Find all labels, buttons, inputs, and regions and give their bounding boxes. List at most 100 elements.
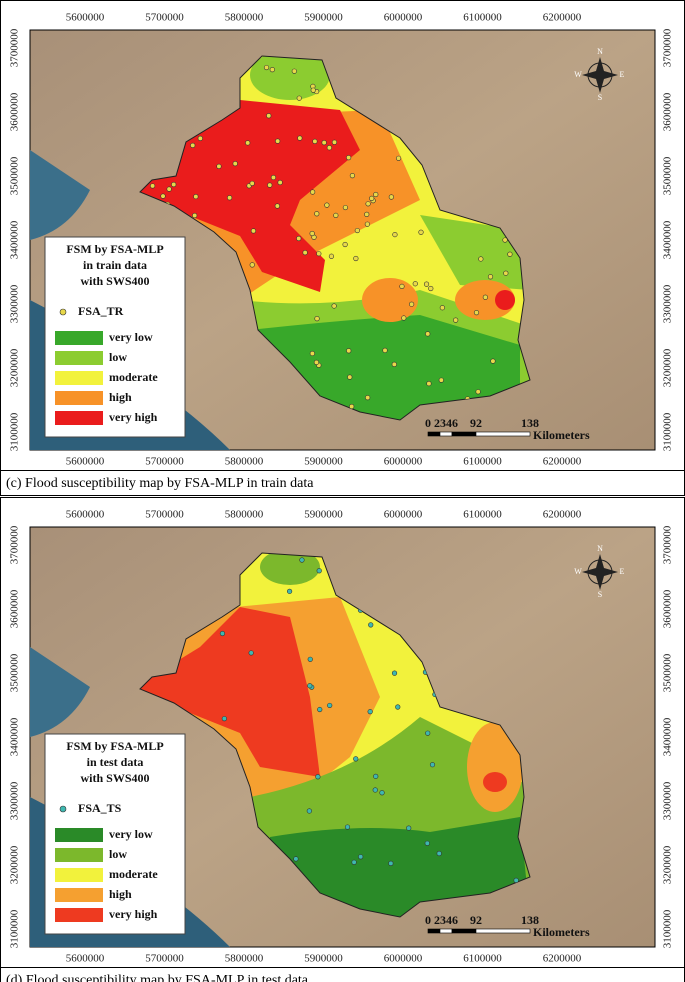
- x-tick-label: 6100000: [463, 12, 502, 24]
- north-arrow: N W E S: [574, 47, 624, 102]
- legend-label: very low: [109, 827, 153, 841]
- y-tick-label: 3100000: [662, 412, 674, 451]
- y-tick-label: 3100000: [9, 909, 21, 948]
- scale-label: 138: [521, 416, 539, 430]
- sample-point: [367, 709, 373, 715]
- x-tick-label: 5700000: [145, 509, 184, 521]
- zone: [420, 215, 530, 290]
- y-tick-label: 3400000: [662, 220, 674, 259]
- sample-point: [321, 140, 327, 146]
- sample-point: [296, 95, 302, 101]
- x-tick-label: 6200000: [543, 953, 582, 965]
- sample-point: [291, 68, 297, 74]
- sample-point: [395, 155, 402, 161]
- y-tick-label: 3200000: [9, 845, 21, 884]
- sample-point: [249, 262, 255, 268]
- legend-label: very low: [109, 330, 153, 344]
- compass-letter: E: [620, 567, 625, 576]
- sample-point: [473, 310, 480, 316]
- sample-point: [353, 756, 359, 762]
- sample-point: [353, 255, 359, 262]
- y-tick-label: 3500000: [662, 653, 674, 692]
- legend-swatch: [55, 331, 103, 345]
- sample-point: [333, 212, 339, 219]
- region-outline: [139, 55, 531, 421]
- sample-point: [475, 389, 481, 395]
- y-tick-label: 3600000: [662, 589, 674, 628]
- sample-point: [197, 135, 203, 141]
- x-tick-label: 5800000: [225, 953, 264, 965]
- legend-label: high: [109, 390, 132, 404]
- scale-unit: Kilometers: [533, 925, 590, 939]
- compass-star: [582, 57, 618, 93]
- region-outline: [139, 552, 531, 918]
- sample-point: [426, 380, 432, 387]
- sample-point: [309, 230, 315, 237]
- sample-point: [250, 228, 257, 234]
- sample-point: [412, 281, 418, 287]
- scale-label: 0: [425, 416, 431, 430]
- sample-point: [342, 204, 349, 211]
- scale-bar-segment: [475, 928, 531, 934]
- sample-point: [309, 350, 315, 357]
- sample-point: [368, 622, 374, 628]
- caption-box: [0, 470, 685, 496]
- sample-point: [245, 140, 251, 146]
- sample-point: [365, 395, 371, 401]
- sample-point: [331, 139, 338, 145]
- x-tick-label: 5700000: [145, 456, 184, 468]
- sample-point: [299, 557, 305, 563]
- y-tick-label: 3100000: [662, 909, 674, 948]
- legend-point-label: FSA_TS: [78, 801, 122, 815]
- legend-title: in test data: [87, 755, 144, 769]
- x-tick-label: 6100000: [463, 509, 502, 521]
- compass-letter: E: [620, 70, 625, 79]
- sample-point: [232, 161, 238, 167]
- sample-point: [507, 251, 513, 257]
- sample-point: [379, 790, 385, 796]
- sample-point: [487, 274, 494, 280]
- y-tick-label: 3700000: [662, 525, 674, 564]
- sample-point: [293, 856, 299, 862]
- legend-point-label: FSA_TR: [78, 304, 124, 318]
- sample-point: [425, 730, 431, 736]
- sample-point: [277, 179, 283, 186]
- x-tick-label: 5900000: [304, 12, 343, 24]
- sample-point: [307, 656, 313, 662]
- sample-point: [249, 180, 255, 187]
- north-arrow: N W E S: [574, 544, 624, 599]
- compass-letter: N: [597, 47, 603, 56]
- scale-label: 92: [470, 913, 482, 927]
- legend-title: with SWS400: [80, 771, 149, 785]
- sample-point: [351, 859, 357, 865]
- legend-label: very high: [109, 907, 158, 921]
- y-tick-label: 3400000: [9, 717, 21, 756]
- sample-point: [478, 256, 484, 262]
- sample-point: [314, 211, 320, 217]
- sample-point: [190, 142, 196, 148]
- compass-letter: S: [598, 93, 602, 102]
- x-tick-label: 6000000: [384, 953, 423, 965]
- y-tick-label: 3200000: [662, 348, 674, 387]
- sample-point: [275, 138, 281, 144]
- x-tick-label: 5600000: [66, 456, 105, 468]
- y-tick-label: 3500000: [9, 653, 21, 692]
- compass-letter: S: [598, 590, 602, 599]
- sample-point: [436, 850, 442, 857]
- x-tick-label: 5900000: [304, 953, 343, 965]
- scale-label: 23: [434, 913, 446, 927]
- scale-label: 46: [446, 416, 458, 430]
- x-tick-label: 6200000: [543, 456, 582, 468]
- zone: [270, 817, 530, 917]
- sample-point: [373, 773, 379, 779]
- y-tick-label: 3700000: [9, 525, 21, 564]
- legend-swatch: [55, 391, 103, 405]
- caption: (c) Flood susceptibility map by FSA-MLP …: [6, 476, 314, 491]
- scale-label: 92: [470, 416, 482, 430]
- x-tick-label: 6000000: [384, 12, 423, 24]
- y-tick-label: 3200000: [9, 348, 21, 387]
- x-tick-label: 5900000: [304, 509, 343, 521]
- sample-point: [313, 359, 320, 365]
- sample-point: [166, 186, 172, 192]
